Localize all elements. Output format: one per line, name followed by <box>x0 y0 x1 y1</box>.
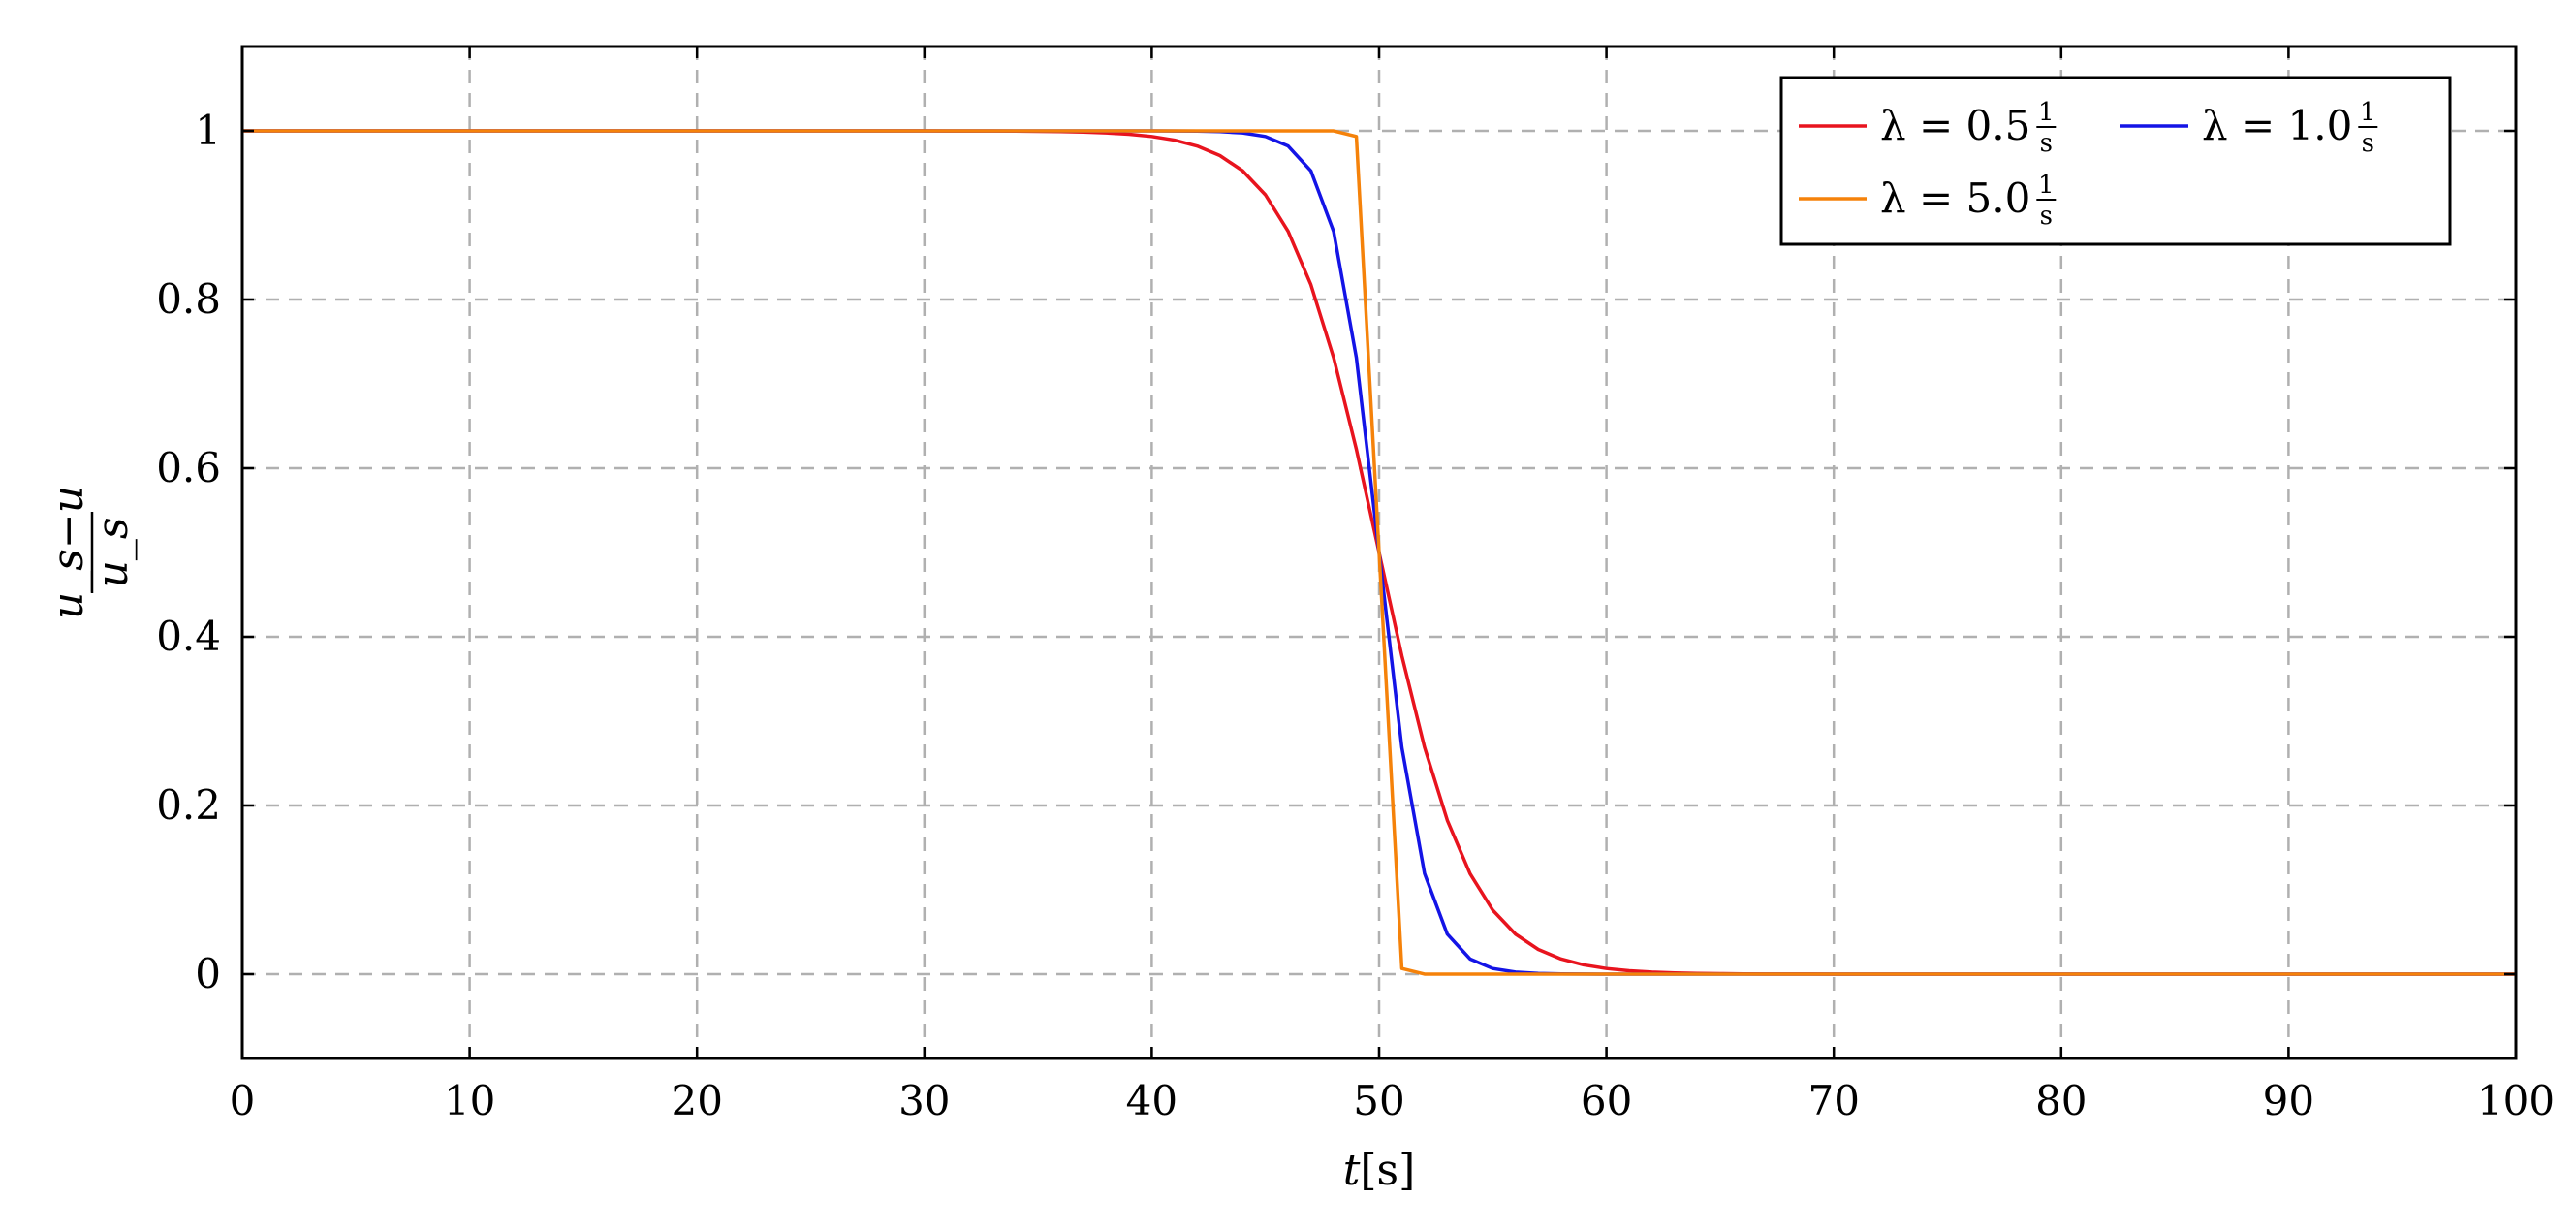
x-axis-unit: [s] <box>1360 1146 1415 1195</box>
legend-label: λ = 1.0 <box>2202 102 2352 149</box>
y-tick-label: 0.2 <box>156 781 221 829</box>
legend-entry-lambda-5-0: λ = 5.0 1 s <box>1799 171 2057 231</box>
x-tick-label: 100 <box>2477 1077 2555 1124</box>
y-axis-label-numerator: u_s−u <box>44 486 93 619</box>
x-tick-label: 40 <box>1126 1077 1178 1124</box>
x-tick-label: 30 <box>898 1077 950 1124</box>
y-tick-label: 0 <box>195 950 221 997</box>
series-lines <box>242 129 2516 976</box>
x-tick-label: 20 <box>671 1077 722 1124</box>
legend-unit-numerator: 1 <box>2038 171 2055 200</box>
legend-label: λ = 5.0 <box>1880 174 2030 222</box>
x-axis-label: t[s] <box>1343 1146 1416 1195</box>
x-tick-label: 70 <box>1807 1077 1859 1124</box>
y-axis-label: u_s−u u_s <box>44 486 138 619</box>
legend-unit-denominator: s <box>2040 202 2053 231</box>
y-tick-label: 0.4 <box>156 613 221 660</box>
legend-label: λ = 0.5 <box>1880 102 2030 149</box>
axis-ticks: 0 10 20 30 40 50 60 70 80 90 100 0 0.2 0.4 0.6 0.8 1 <box>156 47 2555 1124</box>
x-tick-label: 80 <box>2035 1077 2087 1124</box>
x-tick-label: 60 <box>1581 1077 1632 1124</box>
x-tick-label: 10 <box>444 1077 495 1124</box>
x-tick-label: 0 <box>230 1077 256 1124</box>
x-axis-variable: t <box>1343 1146 1361 1195</box>
x-tick-label: 50 <box>1353 1077 1404 1124</box>
y-axis-label-denominator: u_s <box>88 518 138 588</box>
legend: λ = 0.5 1 s λ = 1.0 1 s λ = 5.0 1 s <box>1779 76 2452 246</box>
legend-box <box>1779 76 2452 246</box>
legend-unit-numerator: 1 <box>2360 98 2376 127</box>
legend-entry-lambda-1-0: λ = 1.0 1 s <box>2120 98 2378 158</box>
series-line-2 <box>242 129 2516 976</box>
y-tick-label: 0.6 <box>156 444 221 491</box>
legend-entry-lambda-0-5: λ = 0.5 1 s <box>1799 98 2057 158</box>
legend-unit-denominator: s <box>2362 129 2374 158</box>
legend-unit-numerator: 1 <box>2038 98 2055 127</box>
y-tick-label: 1 <box>195 107 221 154</box>
y-tick-label: 0.8 <box>156 275 221 323</box>
legend-unit-denominator: s <box>2040 129 2053 158</box>
x-tick-label: 90 <box>2263 1077 2314 1124</box>
